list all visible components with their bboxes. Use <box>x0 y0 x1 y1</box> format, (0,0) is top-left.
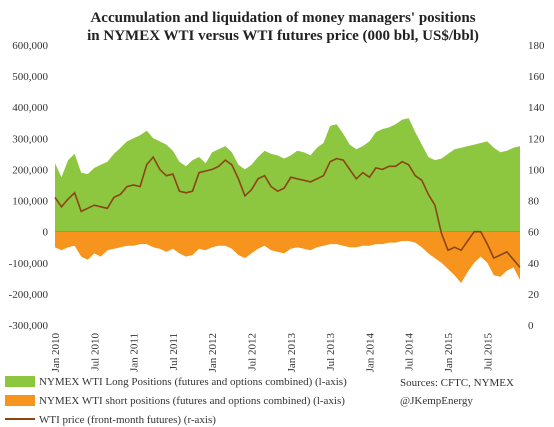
plot-area <box>54 118 521 283</box>
x-axis-tick-label: Jan 2014 <box>364 333 376 373</box>
x-axis-tick-label: Jan 2011 <box>129 333 141 372</box>
author-annotation: @JKempEnergy <box>400 395 473 407</box>
short-positions-area <box>55 231 520 283</box>
left-axis-tick-label: -100,000 <box>9 258 49 270</box>
legend-label-short: NYMEX WTI short positions (futures and o… <box>39 395 345 407</box>
wti-price-line <box>54 155 521 268</box>
left-axis-tick-label: -300,000 <box>9 320 49 332</box>
legend: NYMEX WTI Long Positions (futures and op… <box>5 376 347 426</box>
left-axis-tick-label: 500,000 <box>12 71 48 83</box>
axes: -300,000 -200,000 -100,000 0 100,000 200,000 3… <box>9 40 545 372</box>
x-axis-tick-label: Jul 2010 <box>89 333 101 371</box>
x-axis-tick-label: Jul 2011 <box>168 333 180 370</box>
left-axis-tick-label: 300,000 <box>12 133 48 145</box>
right-axis-tick-label: 80 <box>528 196 540 208</box>
right-axis-tick-label: 20 <box>528 289 540 301</box>
source-annotation: Sources: CFTC, NYMEX <box>400 377 514 389</box>
x-axis-tick-label: Jul 2014 <box>404 333 416 371</box>
left-axis-tick-label: 100,000 <box>12 196 48 208</box>
x-axis-tick-label: Jul 2013 <box>325 333 337 371</box>
x-axis-tick-label: Jan 2012 <box>207 333 219 372</box>
left-axis-tick-label: 400,000 <box>12 102 48 114</box>
legend-swatch-short <box>5 395 35 406</box>
legend-label-price: WTI price (front-month futures) (r-axis) <box>39 414 216 426</box>
chart-title-line-1: Accumulation and liquidation of money ma… <box>90 10 475 26</box>
left-axis-tick-label: 600,000 <box>12 40 48 52</box>
legend-swatch-long <box>5 376 35 387</box>
x-axis-tick-label: Jan 2010 <box>50 333 62 373</box>
x-axis-tick-label: Jan 2015 <box>443 333 455 373</box>
right-axis-tick-label: 60 <box>528 227 540 239</box>
right-axis-tick-label: 140 <box>528 102 545 114</box>
x-axis-tick-label: Jan 2013 <box>286 333 298 373</box>
long-positions-area <box>55 118 520 232</box>
x-axis-tick-label: Jul 2015 <box>482 333 494 371</box>
right-axis-tick-label: 100 <box>528 164 545 176</box>
right-axis-tick-label: 40 <box>528 258 540 270</box>
left-axis-tick-label: -200,000 <box>9 289 49 301</box>
right-axis-tick-label: 160 <box>528 71 545 83</box>
right-axis-tick-label: 0 <box>528 320 534 332</box>
left-axis-tick-label: 0 <box>43 227 49 239</box>
right-axis-tick-label: 120 <box>528 133 545 145</box>
chart-title-line-2: in NYMEX WTI versus WTI futures price (0… <box>87 28 479 44</box>
legend-label-long: NYMEX WTI Long Positions (futures and op… <box>39 376 347 388</box>
left-axis-tick-label: 200,000 <box>12 164 48 176</box>
right-axis-tick-label: 180 <box>528 40 545 52</box>
x-axis-tick-label: Jul 2012 <box>247 333 259 371</box>
